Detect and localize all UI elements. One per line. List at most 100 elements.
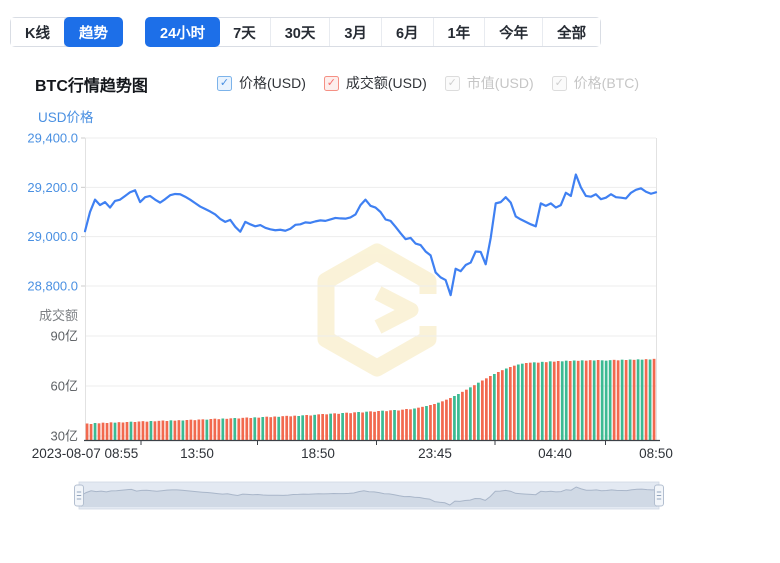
range-tab-1y[interactable]: 1年 <box>433 18 486 46</box>
volume-bar <box>508 367 512 440</box>
volume-bar <box>89 424 93 440</box>
volume-bar <box>409 409 412 440</box>
volume-bar <box>592 360 596 440</box>
volume-bar <box>129 421 133 440</box>
volume-bar <box>477 382 480 440</box>
volume-bar <box>604 360 608 440</box>
volume-bar <box>293 415 297 440</box>
legend-item-marketcap-usd[interactable]: ✓ 市值(USD) <box>444 73 534 93</box>
volume-bar <box>469 387 472 440</box>
price-tick-label: 29,400.0 <box>27 131 78 146</box>
price-y-axis: USD价格 29,400.0 29,200.0 29,000.0 28,800.0 <box>27 110 94 294</box>
range-slider-right-handle[interactable] <box>654 484 664 507</box>
volume-bar <box>620 359 624 440</box>
volume-bar <box>229 418 233 440</box>
volume-bar <box>241 417 245 440</box>
volume-bar <box>536 362 540 440</box>
volume-bar <box>301 415 305 440</box>
price-line-series[interactable] <box>83 173 658 297</box>
volume-bar <box>209 419 213 440</box>
chart-type-tab-kline[interactable]: K线 <box>11 18 65 46</box>
range-tab-6m[interactable]: 6月 <box>381 18 434 46</box>
hexagon-icon <box>317 243 437 377</box>
volume-bar <box>640 359 644 440</box>
volume-bar <box>181 420 185 440</box>
legend-item-volume-usd[interactable]: ✓ 成交额(USD) <box>323 73 427 93</box>
volume-bar <box>516 364 520 440</box>
volume-bar <box>361 412 364 440</box>
volume-bar <box>117 422 121 440</box>
volume-bar <box>528 362 532 440</box>
legend-label: 价格(USD) <box>239 75 306 91</box>
volume-bar <box>405 409 408 440</box>
volume-bar <box>333 413 336 440</box>
volume-bar <box>161 420 165 440</box>
checkbox-checked-icon[interactable]: ✓ <box>323 75 339 91</box>
volume-bar <box>488 376 492 440</box>
volume-bar <box>496 372 500 440</box>
volume-bar <box>616 360 620 440</box>
price-tick-label: 29,000.0 <box>27 229 78 244</box>
volume-bar <box>500 370 504 440</box>
range-slider-left-handle[interactable] <box>74 484 84 507</box>
range-slider[interactable] <box>74 481 664 510</box>
volume-bar <box>632 359 636 440</box>
volume-bar <box>568 361 572 440</box>
volume-tick-label: 60亿 <box>51 379 78 394</box>
volume-y-axis: 成交额 90亿 60亿 30亿 <box>39 308 78 444</box>
navigator-line <box>80 486 658 506</box>
volume-bar <box>257 417 261 440</box>
range-tab-7d[interactable]: 7天 <box>219 18 271 46</box>
volume-bar <box>580 360 584 440</box>
volume-bar <box>365 411 368 440</box>
chart-type-group: K线 趋势 <box>10 17 123 47</box>
volume-bar <box>544 362 548 440</box>
volume-bar <box>285 415 289 440</box>
range-tab-all[interactable]: 全部 <box>543 18 601 46</box>
volume-bar <box>369 411 372 440</box>
volume-bar <box>465 389 468 440</box>
checkbox-checked-icon[interactable]: ✓ <box>551 75 567 91</box>
legend-item-price-usd[interactable]: ✓ 价格(USD) <box>217 73 306 93</box>
volume-bar <box>608 360 612 440</box>
volume-bar <box>121 422 125 440</box>
volume-bar <box>281 416 285 440</box>
volume-bar <box>213 418 217 440</box>
volume-bar <box>600 360 604 440</box>
volume-bar <box>349 413 352 440</box>
volume-bar <box>189 419 193 440</box>
volume-bar <box>421 406 424 440</box>
volume-bar <box>233 418 237 440</box>
range-tab-ytd[interactable]: 今年 <box>485 18 544 46</box>
price-tick-label: 28,800.0 <box>27 279 78 294</box>
checkbox-checked-icon[interactable]: ✓ <box>217 75 232 91</box>
volume-bar <box>141 421 145 440</box>
x-axis: 2023-08-07 08:55 13:50 18:50 23:45 04:40 08:5… <box>32 439 673 461</box>
checkbox-checked-icon[interactable]: ✓ <box>444 75 460 91</box>
volume-bar <box>173 420 177 440</box>
price-axis-name: USD价格 <box>38 110 94 125</box>
range-tab-24h[interactable]: 24小时 <box>145 17 221 47</box>
volume-bar <box>381 410 384 440</box>
volume-bar <box>317 414 321 440</box>
volume-bar <box>289 416 293 440</box>
legend-item-price-btc[interactable]: ✓ 价格(BTC) <box>551 73 639 93</box>
volume-bar <box>393 410 396 440</box>
volume-bar <box>237 418 241 440</box>
volume-bar <box>277 416 281 440</box>
volume-bars-series[interactable] <box>85 358 656 440</box>
chart-type-tab-trend[interactable]: 趋势 <box>63 17 123 47</box>
volume-bar <box>265 416 269 440</box>
volume-bar <box>325 414 328 440</box>
volume-bar <box>297 416 301 440</box>
volume-bar <box>441 401 444 440</box>
volume-bar <box>185 420 189 440</box>
range-tab-3m[interactable]: 3月 <box>330 18 382 46</box>
range-tab-30d[interactable]: 30天 <box>270 18 331 46</box>
x-tick-label: 2023-08-07 08:55 <box>32 446 139 461</box>
x-tick-label: 13:50 <box>180 446 214 461</box>
volume-tick-label: 30亿 <box>51 429 78 444</box>
volume-bar <box>461 391 464 440</box>
volume-bar <box>305 415 309 440</box>
